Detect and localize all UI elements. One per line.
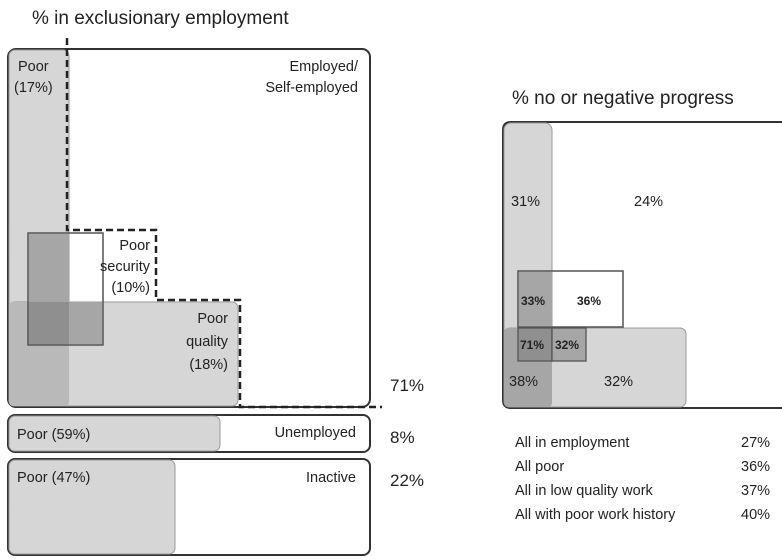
right-quality-only: 32%	[604, 374, 633, 390]
summary-value-1: 36%	[741, 459, 770, 475]
unemployed-poor-bar	[8, 415, 221, 452]
exclusion-boundary	[65, 38, 382, 409]
inactive-label: Inactive	[306, 470, 356, 486]
right-security-quality-overlap	[551, 327, 587, 362]
summary-label-3: All with poor work history	[515, 507, 676, 523]
right-security-only: 36%	[577, 294, 601, 308]
inactive-total: 22%	[390, 471, 424, 490]
employed-total: 71%	[390, 376, 424, 395]
security-label-2: security	[100, 259, 151, 275]
summary-label-2: All in low quality work	[515, 483, 654, 499]
unemployed-total: 8%	[390, 428, 415, 447]
unemployed-poor: Poor (59%)	[17, 427, 90, 443]
inactive-poor-bar	[8, 459, 176, 555]
left-title: % in exclusionary employment	[32, 8, 289, 29]
quality-label-2: quality	[186, 334, 229, 350]
summary-label-0: All in employment	[515, 435, 629, 451]
employed-label-1: Employed/	[289, 59, 358, 75]
employed-label-2: Self-employed	[265, 80, 358, 96]
right-triple: 71%	[520, 338, 544, 352]
quality-pct: (18%)	[189, 357, 228, 373]
unemployed-label: Unemployed	[275, 425, 356, 441]
right-title: % no or negative progress	[512, 88, 734, 109]
triple-overlap	[28, 302, 69, 345]
security-pct: (10%)	[111, 280, 150, 296]
right-poor-security: 33%	[521, 294, 545, 308]
poor-pct: (17%)	[14, 80, 53, 96]
security-label-1: Poor	[119, 238, 150, 254]
right-security-quality: 32%	[555, 338, 579, 352]
summary-value-0: 27%	[741, 435, 770, 451]
right-poor-only: 31%	[511, 194, 540, 210]
right-employed-only: 24%	[634, 194, 663, 210]
right-poor-quality: 38%	[509, 374, 538, 390]
quality-label-1: Poor	[197, 311, 228, 327]
summary-list: All in employment 27% All poor 36% All i…	[515, 435, 770, 523]
summary-label-1: All poor	[515, 459, 564, 475]
summary-value-3: 40%	[741, 507, 770, 523]
inactive-poor: Poor (47%)	[17, 470, 90, 486]
right-poor-security-overlap	[518, 271, 552, 328]
summary-value-2: 37%	[741, 483, 770, 499]
security-quality-overlap	[69, 302, 103, 345]
poor-security-overlap	[28, 233, 69, 302]
poor-label: Poor	[18, 59, 49, 75]
right-triple-overlap	[517, 327, 553, 362]
